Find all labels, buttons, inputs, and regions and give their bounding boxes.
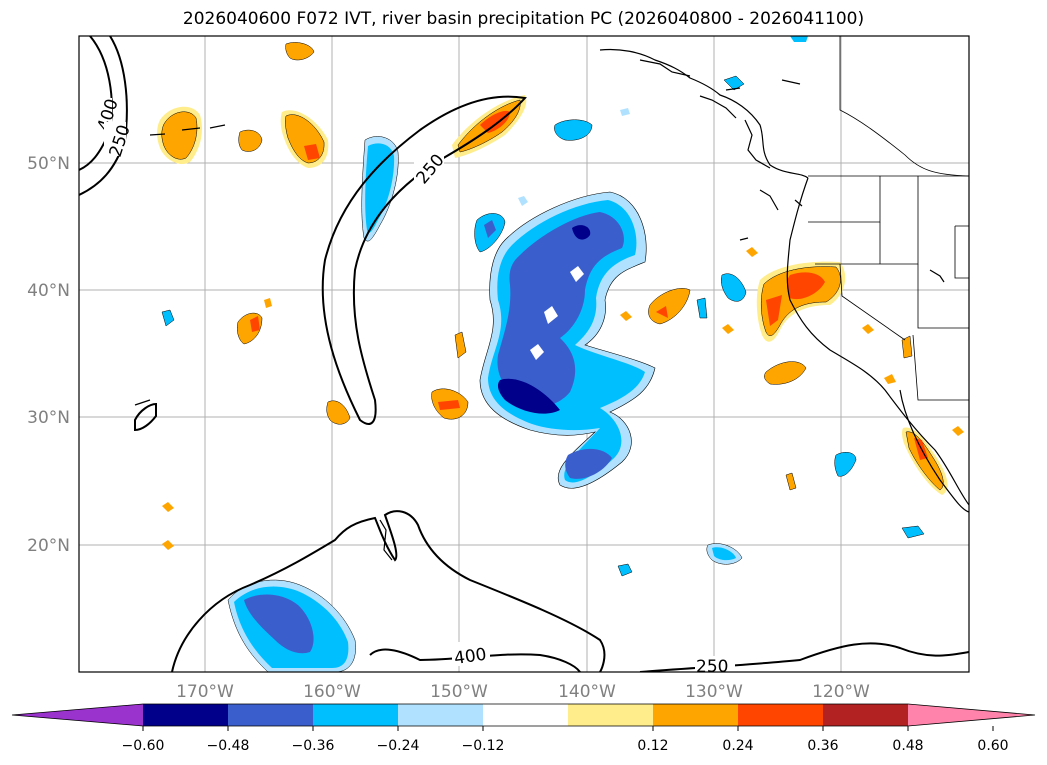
precip-shading <box>157 36 964 672</box>
colorbar-segment <box>738 704 824 726</box>
west-coast <box>786 177 969 506</box>
colorbar-extend-high <box>908 704 1035 726</box>
map-title: 2026040600 F072 IVT, river basin precipi… <box>182 9 865 29</box>
lon-label-160w: 160°W <box>303 682 361 702</box>
lon-label-140w: 140°W <box>558 682 616 702</box>
colorbar-extend-low <box>12 704 143 726</box>
lon-label-130w: 130°W <box>685 682 743 702</box>
colorbar-segment <box>228 704 314 726</box>
ivt-contour-south-250 <box>171 510 606 672</box>
colorbar: −0.60 −0.48 −0.36 −0.24 −0.12 0.12 0.24 0.36 0.4… <box>11 703 1036 754</box>
lon-label-150w: 150°W <box>430 682 488 702</box>
lat-label-50n: 50°N <box>27 154 70 174</box>
colorbar-segment <box>398 704 484 726</box>
colorbar-tick-label: 0.60 <box>977 738 1008 754</box>
lon-label-170w: 170°W <box>176 682 234 702</box>
longitude-labels: 170°W 160°W 150°W 140°W 130°W 120°W <box>176 682 870 702</box>
colorbar-segment <box>313 704 399 726</box>
colorbar-segment <box>823 704 909 726</box>
lat-label-40n: 40°N <box>27 281 70 301</box>
contour-label-250-se: 250 <box>696 657 728 677</box>
colorbar-tick-label: 0.12 <box>637 738 668 754</box>
lat-label-30n: 30°N <box>27 408 70 428</box>
colorbar-tick-label: −0.60 <box>122 738 165 754</box>
colorbar-segment <box>568 704 654 726</box>
colorbar-tick-label: −0.36 <box>292 738 335 754</box>
contour-label-group: 400 250 250 400 250 <box>90 96 735 677</box>
colorbar-tick-label: −0.48 <box>207 738 250 754</box>
coastline <box>134 48 969 561</box>
colorbar-tick-label: 0.36 <box>807 738 838 754</box>
contour-label-400-south: 400 <box>453 645 488 669</box>
ivt-contour-small-loop <box>134 402 157 432</box>
lat-label-20n: 20°N <box>27 536 70 556</box>
colorbar-segment <box>653 704 739 726</box>
lon-label-120w: 120°W <box>812 682 870 702</box>
latitude-labels: 50°N 40°N 30°N 20°N <box>27 154 70 556</box>
colorbar-tick-label: 0.48 <box>892 738 923 754</box>
colorbar-segment <box>483 704 569 726</box>
political-borders <box>808 36 969 401</box>
colorbar-tick-label: 0.24 <box>722 738 753 754</box>
colorbar-segment <box>143 704 229 726</box>
map-frame <box>78 35 970 673</box>
colorbar-tick-label: −0.12 <box>462 738 505 754</box>
alaska-coast <box>599 48 809 179</box>
colorbar-tick-label: −0.24 <box>377 738 420 754</box>
ivt-contour-south-250b <box>639 642 969 672</box>
map-area: 400 250 250 400 250 <box>79 36 969 677</box>
